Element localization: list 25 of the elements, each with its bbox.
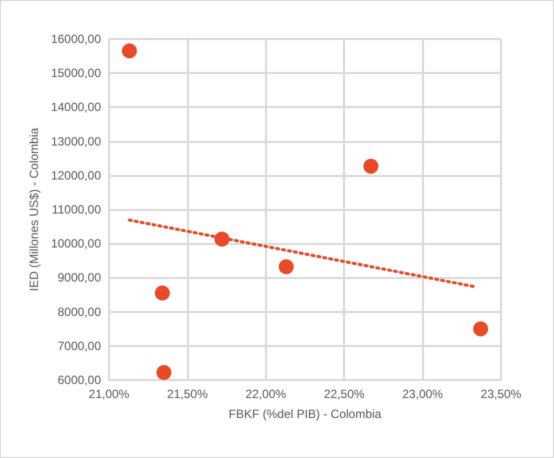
y-tick-label: 9000,00 [58, 270, 102, 285]
x-tick-label: 22,00% [245, 387, 286, 401]
y-tick-label: 7000,00 [58, 338, 102, 353]
y-tick-label: 12000,00 [50, 168, 102, 182]
point [278, 259, 294, 274]
y-tick-label: 14000,00 [50, 100, 102, 114]
y-tick-label: 13000,00 [50, 134, 102, 148]
x-tick-label: 21,50% [167, 387, 208, 401]
x-axis-title: FBKF (%del PIB) - Colombia [228, 407, 382, 421]
x-tick-label: 23,50% [480, 387, 522, 401]
y-tick-label: 8000,00 [58, 304, 102, 319]
point [473, 321, 488, 336]
point [122, 43, 137, 58]
y-tick-label: 11000,00 [52, 202, 102, 216]
x-tick-label: 21,00% [88, 387, 130, 401]
x-tick-label: 22,50% [324, 387, 365, 401]
y-tick-label: 16000,00 [50, 32, 102, 46]
point [363, 158, 378, 174]
y-tick-label: 6000,00 [58, 373, 102, 387]
point [156, 365, 172, 380]
x-tick-label: 23,00% [402, 387, 444, 401]
y-tick-label: 10000,00 [50, 236, 102, 251]
point [154, 286, 170, 301]
y-axis-title: IED (Millones US$) - Colombia [27, 127, 42, 292]
y-tick-label: 15000,00 [50, 66, 102, 80]
